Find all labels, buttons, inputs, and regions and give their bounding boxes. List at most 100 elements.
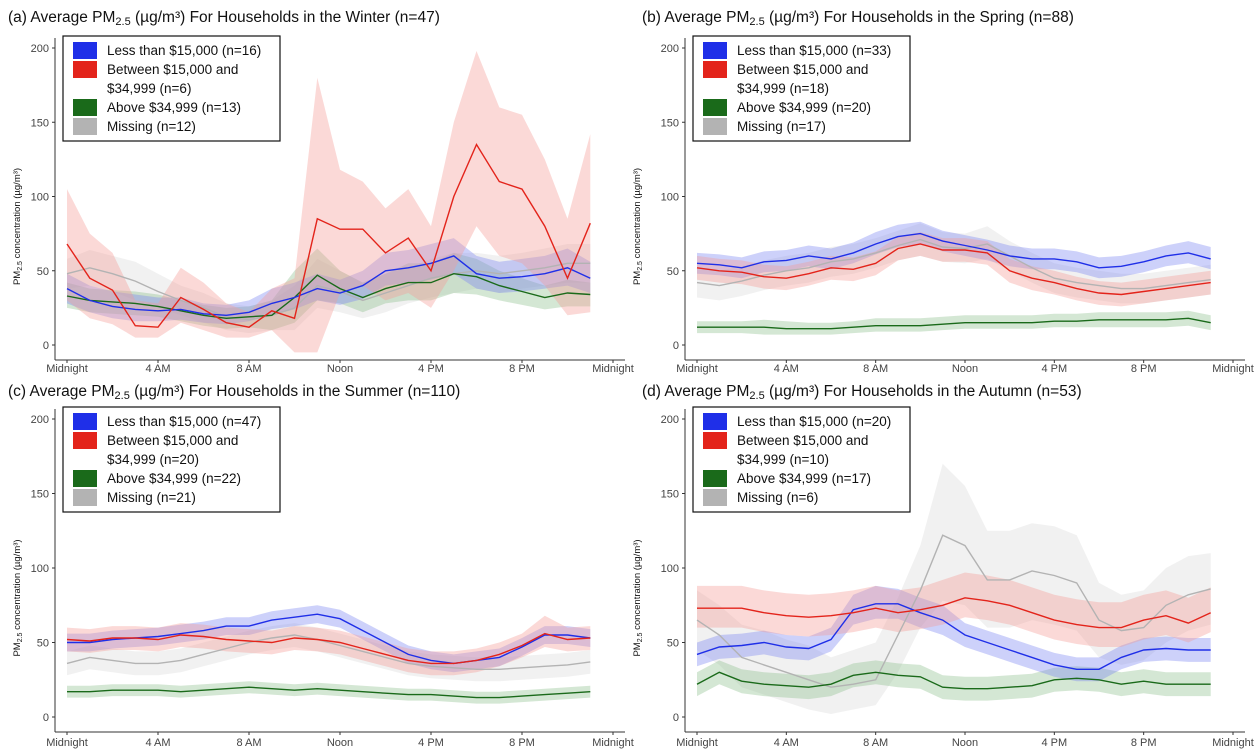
- series-line-0: [696, 603, 1211, 670]
- panel-title-text: Average PM: [30, 383, 115, 400]
- legend-swatch: [703, 470, 727, 487]
- panel-title-text: (µg/m³) For Households in the Autumn (n=…: [765, 383, 1082, 400]
- x-tick-label: Noon: [952, 363, 978, 375]
- x-tick-label: 4 PM: [1041, 737, 1067, 749]
- x-tick-label: Noon: [327, 363, 353, 375]
- x-tick-label: 8 AM: [863, 363, 888, 375]
- x-tick-label: 8 PM: [1131, 737, 1157, 749]
- x-tick-label: 4 PM: [1041, 363, 1067, 375]
- x-tick-label: 4 AM: [145, 737, 170, 749]
- legend-label: Above $34,999 (n=20): [737, 100, 871, 115]
- y-tick-label: 150: [31, 117, 49, 129]
- y-tick-label: 50: [37, 638, 49, 650]
- panel-title: (d) Average PM2.5 (µg/m³) For Households…: [642, 383, 1082, 402]
- legend-label: Less than $15,000 (n=47): [107, 414, 261, 429]
- legend-label: Missing (n=12): [107, 119, 196, 134]
- legend-label: Less than $15,000 (n=33): [737, 43, 891, 58]
- x-tick-label: 4 AM: [145, 363, 170, 375]
- legend-box: [692, 35, 911, 142]
- panel-title: (c) Average PM2.5 (µg/m³) For Households…: [8, 383, 460, 402]
- y-tick-label: 50: [37, 266, 49, 278]
- x-tick-label: 8 AM: [236, 737, 261, 749]
- legend-box: [692, 406, 911, 513]
- x-tick-label: 4 PM: [418, 363, 444, 375]
- legend-swatch: [73, 489, 97, 506]
- legend-label: $34,999 (n=10): [737, 452, 829, 467]
- legend-swatch: [703, 42, 727, 59]
- y-tick-label: 150: [661, 117, 679, 129]
- y-axis-label-text: PM: [12, 642, 23, 656]
- legend-swatch: [73, 432, 97, 449]
- legend-label: Between $15,000 and: [107, 62, 238, 77]
- series-band-0: [67, 605, 591, 673]
- y-tick-label: 0: [43, 712, 49, 724]
- legend-swatch: [703, 118, 727, 135]
- series-line-2: [697, 317, 1211, 330]
- y-axis-label-text: concentration (µg/m³): [12, 539, 23, 632]
- y-axis-label-text: concentration (µg/m³): [632, 539, 643, 632]
- series-line-3: [696, 238, 1211, 290]
- panel-title-subscript: 2.5: [115, 390, 130, 402]
- legend-label: Between $15,000 and: [737, 433, 868, 448]
- panel-title: (a) Average PM2.5 (µg/m³) For Households…: [8, 9, 440, 28]
- series-band-3: [697, 463, 1211, 714]
- y-axis-label-text: PM: [632, 271, 643, 285]
- x-tick-label: 8 PM: [1131, 363, 1157, 375]
- series-band-1: [67, 615, 591, 676]
- legend-swatch: [703, 413, 727, 430]
- series-line-2: [66, 272, 591, 320]
- y-axis-label-subscript: 2.5: [17, 261, 24, 271]
- x-tick-label: Midnight: [1212, 363, 1254, 375]
- series-line-3: [66, 262, 591, 321]
- y-tick-label: 50: [667, 638, 679, 650]
- y-tick-label: 200: [661, 43, 679, 55]
- legend-box: [62, 406, 281, 513]
- series-band-2: [67, 681, 591, 704]
- x-tick-label: Midnight: [46, 737, 88, 749]
- series-line-3: [66, 634, 591, 670]
- chart-panel-a: (a) Average PM2.5 (µg/m³) For Households…: [8, 9, 634, 375]
- y-tick-label: 0: [673, 712, 679, 724]
- legend-label: Above $34,999 (n=13): [107, 100, 241, 115]
- x-tick-label: 4 AM: [774, 363, 799, 375]
- y-tick-label: 100: [31, 192, 49, 204]
- y-tick-label: 200: [661, 414, 679, 426]
- legend-swatch: [73, 118, 97, 135]
- series-band-3: [67, 623, 591, 682]
- x-tick-label: 8 AM: [863, 737, 888, 749]
- legend-label: Missing (n=17): [737, 119, 826, 134]
- x-tick-label: Midnight: [46, 363, 88, 375]
- series-line-1: [696, 243, 1211, 296]
- legend-label: $34,999 (n=18): [737, 81, 829, 96]
- y-axis-label-subscript: 2.5: [637, 261, 644, 271]
- series-line-1: [697, 597, 1211, 629]
- y-tick-label: 100: [31, 563, 49, 575]
- series-band-0: [697, 585, 1211, 682]
- x-tick-label: Noon: [952, 737, 978, 749]
- y-axis-label: PM2.5 concentration (µg/m³): [12, 539, 24, 656]
- panel-title: (b) Average PM2.5 (µg/m³) For Households…: [642, 9, 1074, 28]
- series-band-1: [697, 232, 1211, 307]
- y-tick-label: 100: [661, 563, 679, 575]
- y-tick-label: 150: [31, 489, 49, 501]
- legend-label: $34,999 (n=20): [107, 452, 199, 467]
- series-band-2: [67, 248, 591, 331]
- x-tick-label: Midnight: [592, 363, 634, 375]
- x-tick-label: 4 PM: [418, 737, 444, 749]
- legend-label: Less than $15,000 (n=20): [737, 414, 891, 429]
- legend-swatch: [703, 99, 727, 116]
- y-tick-label: 200: [31, 43, 49, 55]
- y-axis-label: PM2.5 concentration (µg/m³): [12, 168, 24, 285]
- legend-swatch: [73, 99, 97, 116]
- legend-swatch: [703, 489, 727, 506]
- panel-title-text: (µg/m³) For Households in the Winter (n=…: [131, 9, 440, 26]
- y-axis-label-text: concentration (µg/m³): [632, 168, 643, 261]
- legend-label: Missing (n=6): [737, 490, 818, 505]
- chart-panel-d: (d) Average PM2.5 (µg/m³) For Households…: [632, 383, 1254, 749]
- series-line-1: [66, 632, 591, 665]
- x-tick-label: 8 AM: [236, 363, 261, 375]
- series-band-2: [697, 660, 1211, 701]
- y-axis-label-text: PM: [632, 642, 643, 656]
- chart-panel-b: (b) Average PM2.5 (µg/m³) For Households…: [632, 9, 1254, 375]
- legend-label: Missing (n=21): [107, 490, 196, 505]
